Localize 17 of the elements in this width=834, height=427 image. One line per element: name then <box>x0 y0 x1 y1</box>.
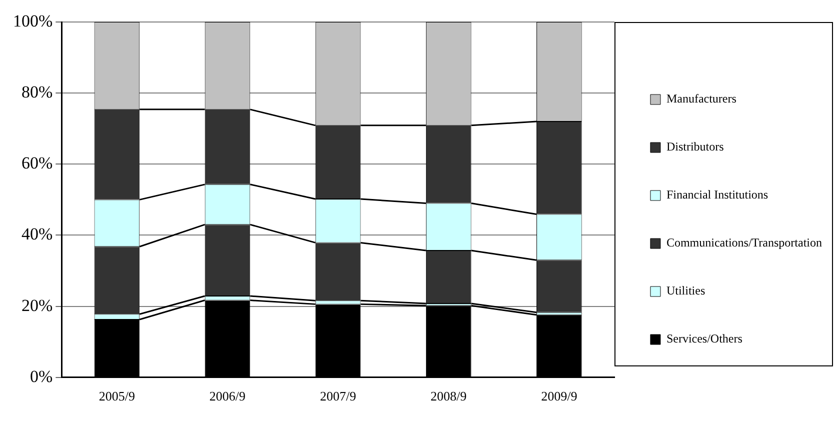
x-tick-label: 2007/9 <box>320 388 356 404</box>
y-tick-label: 20% <box>21 296 53 315</box>
legend-label: Utilities <box>666 284 706 298</box>
x-tick-label: 2005/9 <box>98 388 135 404</box>
y-tick-label: 60% <box>21 154 53 173</box>
y-tick-label: 100% <box>12 11 53 30</box>
y-tick-label: 80% <box>21 82 53 102</box>
x-tick-label: 2006/9 <box>209 388 246 404</box>
x-tick-label: 2008/9 <box>430 388 467 404</box>
legend-label: Services/Others <box>666 332 743 346</box>
legend-label: Financial Institutions <box>666 188 768 202</box>
y-tick-label: 0% <box>30 366 53 386</box>
y-tick-label: 40% <box>21 224 53 244</box>
legend-label: Communications/Transportation <box>666 236 822 250</box>
legend-label: Distributors <box>666 140 724 154</box>
x-tick-label: 2009/9 <box>541 388 578 404</box>
legend-label: Manufacturers <box>666 92 737 106</box>
